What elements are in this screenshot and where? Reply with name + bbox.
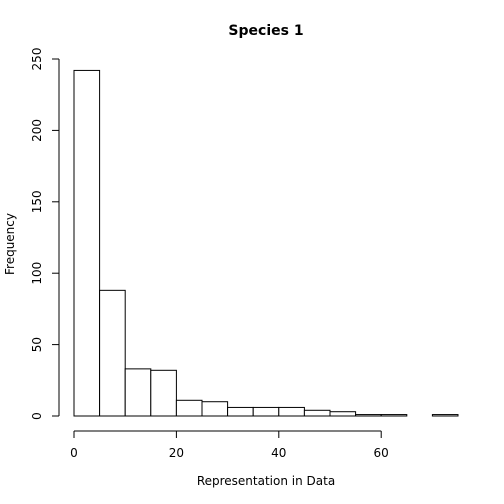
x-tick-label: 0: [70, 446, 78, 460]
x-tick-label: 60: [374, 446, 389, 460]
bars-group: [73, 69, 459, 417]
chart-title: Species 1: [228, 23, 303, 39]
histogram-bar: [201, 401, 229, 417]
histogram-bar: [175, 399, 203, 417]
y-axis-label: Frequency: [3, 213, 17, 275]
y-tick-label: 50: [30, 337, 44, 352]
histogram-bar: [278, 406, 305, 417]
histogram-bar: [150, 369, 177, 417]
histogram-bar: [380, 414, 408, 417]
x-tick-label: 20: [169, 446, 184, 460]
histogram-bar: [303, 409, 331, 417]
histogram-bar: [99, 289, 126, 417]
histogram-bar: [252, 406, 280, 417]
y-axis: 0 50 100 150 200 250: [30, 48, 60, 420]
y-tick-label: 150: [30, 190, 44, 213]
y-tick-label: 0: [30, 412, 44, 420]
x-tick-label: 40: [271, 446, 286, 460]
histogram-bar: [227, 406, 254, 417]
histogram-bar: [431, 414, 459, 417]
y-tick-label: 100: [30, 262, 44, 285]
histogram-bar: [124, 368, 152, 417]
x-axis-label: Representation in Data: [197, 474, 335, 488]
histogram-bar: [355, 414, 382, 417]
x-axis: 0 20 40 60: [70, 430, 389, 460]
y-tick-label: 200: [30, 119, 44, 142]
histogram-bar: [73, 69, 101, 417]
y-tick-label: 250: [30, 48, 44, 71]
histogram-bar: [329, 411, 357, 417]
